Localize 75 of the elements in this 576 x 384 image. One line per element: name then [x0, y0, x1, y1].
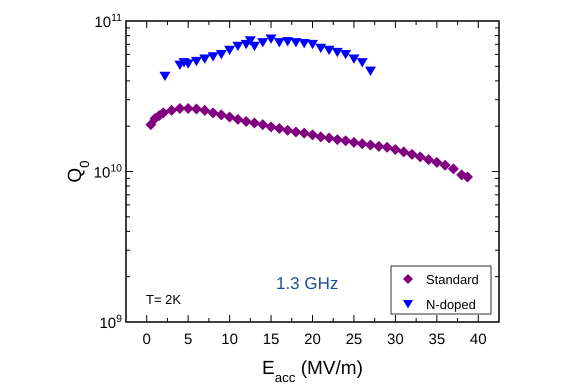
point — [257, 38, 268, 48]
point — [414, 151, 426, 162]
x-axis-title: E$_{acc}$ (MV/m) — [262, 358, 363, 384]
point — [190, 104, 202, 115]
point — [182, 103, 194, 114]
point — [365, 140, 376, 150]
point — [307, 129, 318, 140]
point — [332, 48, 343, 58]
point — [290, 126, 302, 138]
point — [266, 121, 277, 132]
x-tick-label: 20 — [304, 331, 321, 348]
point — [266, 34, 277, 44]
point — [324, 46, 335, 56]
point — [174, 103, 186, 114]
y-tick-label: 10$^{11}$ — [94, 12, 122, 31]
point — [398, 146, 410, 158]
x-tick-label: 30 — [387, 331, 404, 348]
point — [224, 46, 236, 56]
point — [440, 160, 451, 171]
legend-label: Standard — [426, 272, 479, 287]
point — [248, 118, 260, 129]
point — [274, 38, 285, 48]
point — [340, 135, 352, 146]
x-tick-label: 25 — [346, 331, 362, 348]
point — [373, 140, 384, 152]
point — [356, 138, 368, 150]
point — [298, 38, 310, 48]
point — [462, 171, 473, 182]
point — [208, 52, 219, 62]
point — [332, 134, 343, 146]
point — [448, 163, 459, 174]
point — [282, 124, 294, 136]
point — [307, 40, 318, 50]
point — [145, 119, 156, 130]
point — [382, 142, 393, 153]
point — [232, 42, 244, 52]
point — [406, 148, 418, 160]
point — [199, 54, 210, 64]
y-tick-label: 10$^{10}$ — [94, 162, 122, 182]
point — [315, 44, 326, 54]
point — [240, 116, 252, 127]
point — [232, 114, 244, 125]
point — [199, 104, 210, 116]
point — [423, 154, 434, 166]
point — [166, 104, 178, 116]
point — [216, 109, 227, 120]
y-tick-label: 10$^{9}$ — [99, 313, 122, 332]
point — [315, 131, 326, 142]
point — [356, 58, 368, 68]
point — [390, 144, 401, 156]
point — [365, 66, 376, 76]
point — [290, 38, 302, 48]
point — [159, 72, 170, 82]
annotation: 1.3 GHz — [276, 274, 338, 293]
point — [224, 112, 236, 123]
x-tick-label: 35 — [428, 331, 446, 348]
point — [208, 107, 219, 118]
x-tick-label: 15 — [262, 331, 280, 348]
point — [298, 128, 310, 139]
x-tick-label: 10 — [221, 331, 238, 348]
point — [282, 37, 294, 47]
x-tick-label: 5 — [184, 331, 192, 348]
annotation: T= 2K — [146, 292, 182, 307]
point — [348, 136, 360, 148]
x-tick-label: 40 — [470, 331, 487, 348]
point — [257, 119, 268, 130]
x-tick-label: 0 — [142, 331, 151, 348]
point — [274, 123, 285, 134]
point — [340, 50, 352, 60]
legend-label: N-doped — [426, 297, 476, 312]
point — [324, 132, 335, 144]
point — [190, 56, 202, 66]
point — [348, 54, 360, 64]
point — [431, 156, 442, 168]
point — [216, 50, 227, 60]
